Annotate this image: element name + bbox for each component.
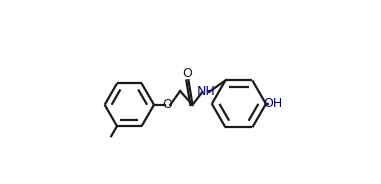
Text: NH: NH [196, 85, 215, 98]
Text: O: O [182, 67, 192, 80]
Text: O: O [163, 98, 173, 111]
Text: OH: OH [264, 97, 283, 110]
